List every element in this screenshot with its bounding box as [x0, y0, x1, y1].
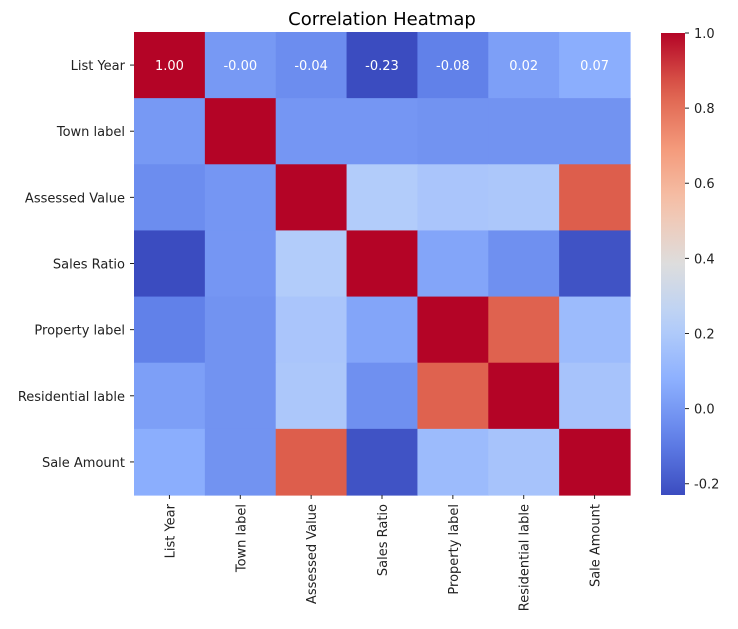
- heatmap-cell-town-label-sales-ratio: [346, 98, 419, 165]
- cell-annotations: 1.00 -0.00 -0.04 -0.23 -0.08 0.02 0.07: [155, 59, 609, 74]
- heatmap-cell-property-label-town-label: [204, 296, 277, 364]
- heatmap-cell-sale-amount-town-label: [204, 428, 277, 496]
- heatmap-cell-list-year-sale-amount: [559, 32, 631, 99]
- heatmap-cell-assessed-value-list-year: [134, 164, 206, 232]
- cell-annotation: -0.08: [436, 59, 470, 74]
- colorbar: 1.0 0.8 0.6 0.4 0.2 0.0 -0.2: [661, 27, 719, 495]
- cell-annotation: -0.04: [294, 59, 328, 74]
- heatmap-cell-residential-lable-town-label: [204, 362, 277, 430]
- heatmap-cell-list-year-sales-ratio: [346, 32, 419, 99]
- heatmap-cell-town-label-sale-amount: [559, 98, 631, 165]
- heatmap-cell-town-label-property-label: [417, 98, 489, 165]
- heatmap-cell-list-year-list-year: [134, 32, 206, 99]
- heatmap-cell-list-year-property-label: [417, 32, 489, 99]
- x-label-property-label: Property label: [447, 504, 462, 595]
- heatmap-cell-assessed-value-assessed-value: [275, 164, 348, 232]
- colorbar-tick-label: 1.0: [694, 27, 715, 42]
- cell-annotation: 0.07: [580, 59, 609, 74]
- heatmap-cell-residential-lable-property-label: [417, 362, 489, 430]
- y-label-list-year: List Year: [71, 59, 126, 74]
- colorbar-tick-label: 0.6: [694, 177, 715, 192]
- heatmap-cell-residential-lable-list-year: [134, 362, 206, 430]
- colorbar-tick-label: 0.2: [694, 327, 715, 342]
- heatmap-cell-assessed-value-property-label: [417, 164, 489, 232]
- heatmap-cell-residential-lable-sale-amount: [559, 362, 631, 430]
- y-label-town-label: Town label: [56, 125, 125, 140]
- colorbar-gradient: [661, 33, 685, 495]
- colorbar-tick-label: 0.8: [694, 102, 715, 117]
- heatmap-cell-property-label-sale-amount: [559, 296, 631, 364]
- heatmap-cell-town-label-list-year: [134, 98, 206, 165]
- x-label-town-label: Town label: [234, 504, 249, 573]
- y-label-assessed-value: Assessed Value: [25, 191, 125, 206]
- heatmap-cell-list-year-residential-lable: [488, 32, 560, 99]
- heatmap-cell-assessed-value-residential-lable: [488, 164, 560, 232]
- y-label-residential-lable: Residential lable: [18, 390, 125, 405]
- heatmap-cell-sales-ratio-assessed-value: [275, 230, 348, 298]
- heatmap-cell-sale-amount-property-label: [417, 428, 489, 496]
- heatmap-cell-sales-ratio-list-year: [134, 230, 206, 298]
- x-label-residential-lable: Residential lable: [518, 504, 533, 611]
- heatmap-cell-residential-lable-residential-lable: [488, 362, 560, 430]
- x-label-assessed-value: Assessed Value: [305, 504, 320, 604]
- colorbar-tick-label: -0.2: [694, 478, 719, 493]
- heatmap-cell-residential-lable-sales-ratio: [346, 362, 419, 430]
- x-label-list-year: List Year: [163, 503, 178, 558]
- heatmap-cell-property-label-sales-ratio: [346, 296, 419, 364]
- heatmap-cell-sales-ratio-town-label: [204, 230, 277, 298]
- heatmap-cell-town-label-residential-lable: [488, 98, 560, 165]
- y-axis-labels: List Year Town label Assessed Value Sales R…: [18, 59, 134, 471]
- x-label-sale-amount: Sale Amount: [589, 504, 604, 587]
- heatmap-cell-assessed-value-sale-amount: [559, 164, 631, 232]
- y-label-property-label: Property label: [34, 324, 125, 339]
- heatmap-cell-assessed-value-town-label: [204, 164, 277, 232]
- cell-annotation: -0.00: [223, 59, 257, 74]
- heatmap-cell-list-year-assessed-value: [275, 32, 348, 99]
- heatmap-cell-sale-amount-list-year: [134, 428, 206, 496]
- x-axis-labels: List Year Town label Assessed Value Sales R…: [163, 495, 604, 611]
- heatmap-cell-town-label-assessed-value: [275, 98, 348, 165]
- heatmap-cell-property-label-residential-lable: [488, 296, 560, 364]
- heatmap-cell-sale-amount-sales-ratio: [346, 428, 419, 496]
- heatmap-cell-property-label-property-label: [417, 296, 489, 364]
- cell-annotation: 0.02: [509, 59, 538, 74]
- colorbar-tick-label: 0.0: [694, 403, 715, 418]
- heatmap-cells: [134, 32, 631, 496]
- heatmap-cell-property-label-list-year: [134, 296, 206, 364]
- heatmap-cell-sales-ratio-residential-lable: [488, 230, 560, 298]
- heatmap-cell-sales-ratio-sale-amount: [559, 230, 631, 298]
- chart-title: Correlation Heatmap: [288, 9, 476, 30]
- heatmap-cell-sales-ratio-property-label: [417, 230, 489, 298]
- heatmap-cell-residential-lable-assessed-value: [275, 362, 348, 430]
- heatmap-cell-sale-amount-sale-amount: [559, 428, 631, 496]
- x-label-sales-ratio: Sales Ratio: [376, 504, 391, 576]
- heatmap-cell-assessed-value-sales-ratio: [346, 164, 419, 232]
- heatmap-cell-property-label-assessed-value: [275, 296, 348, 364]
- cell-annotation: -0.23: [365, 59, 399, 74]
- heatmap-cell-sale-amount-assessed-value: [275, 428, 348, 496]
- y-label-sale-amount: Sale Amount: [42, 456, 125, 471]
- y-label-sales-ratio: Sales Ratio: [53, 258, 125, 273]
- heatmap-cell-sales-ratio-sales-ratio: [346, 230, 419, 298]
- colorbar-tick-label: 0.4: [694, 252, 715, 267]
- cell-annotation: 1.00: [155, 59, 184, 74]
- heatmap-cell-list-year-town-label: [204, 32, 277, 99]
- heatmap-cell-town-label-town-label: [204, 98, 277, 165]
- heatmap-cell-sale-amount-residential-lable: [488, 428, 560, 496]
